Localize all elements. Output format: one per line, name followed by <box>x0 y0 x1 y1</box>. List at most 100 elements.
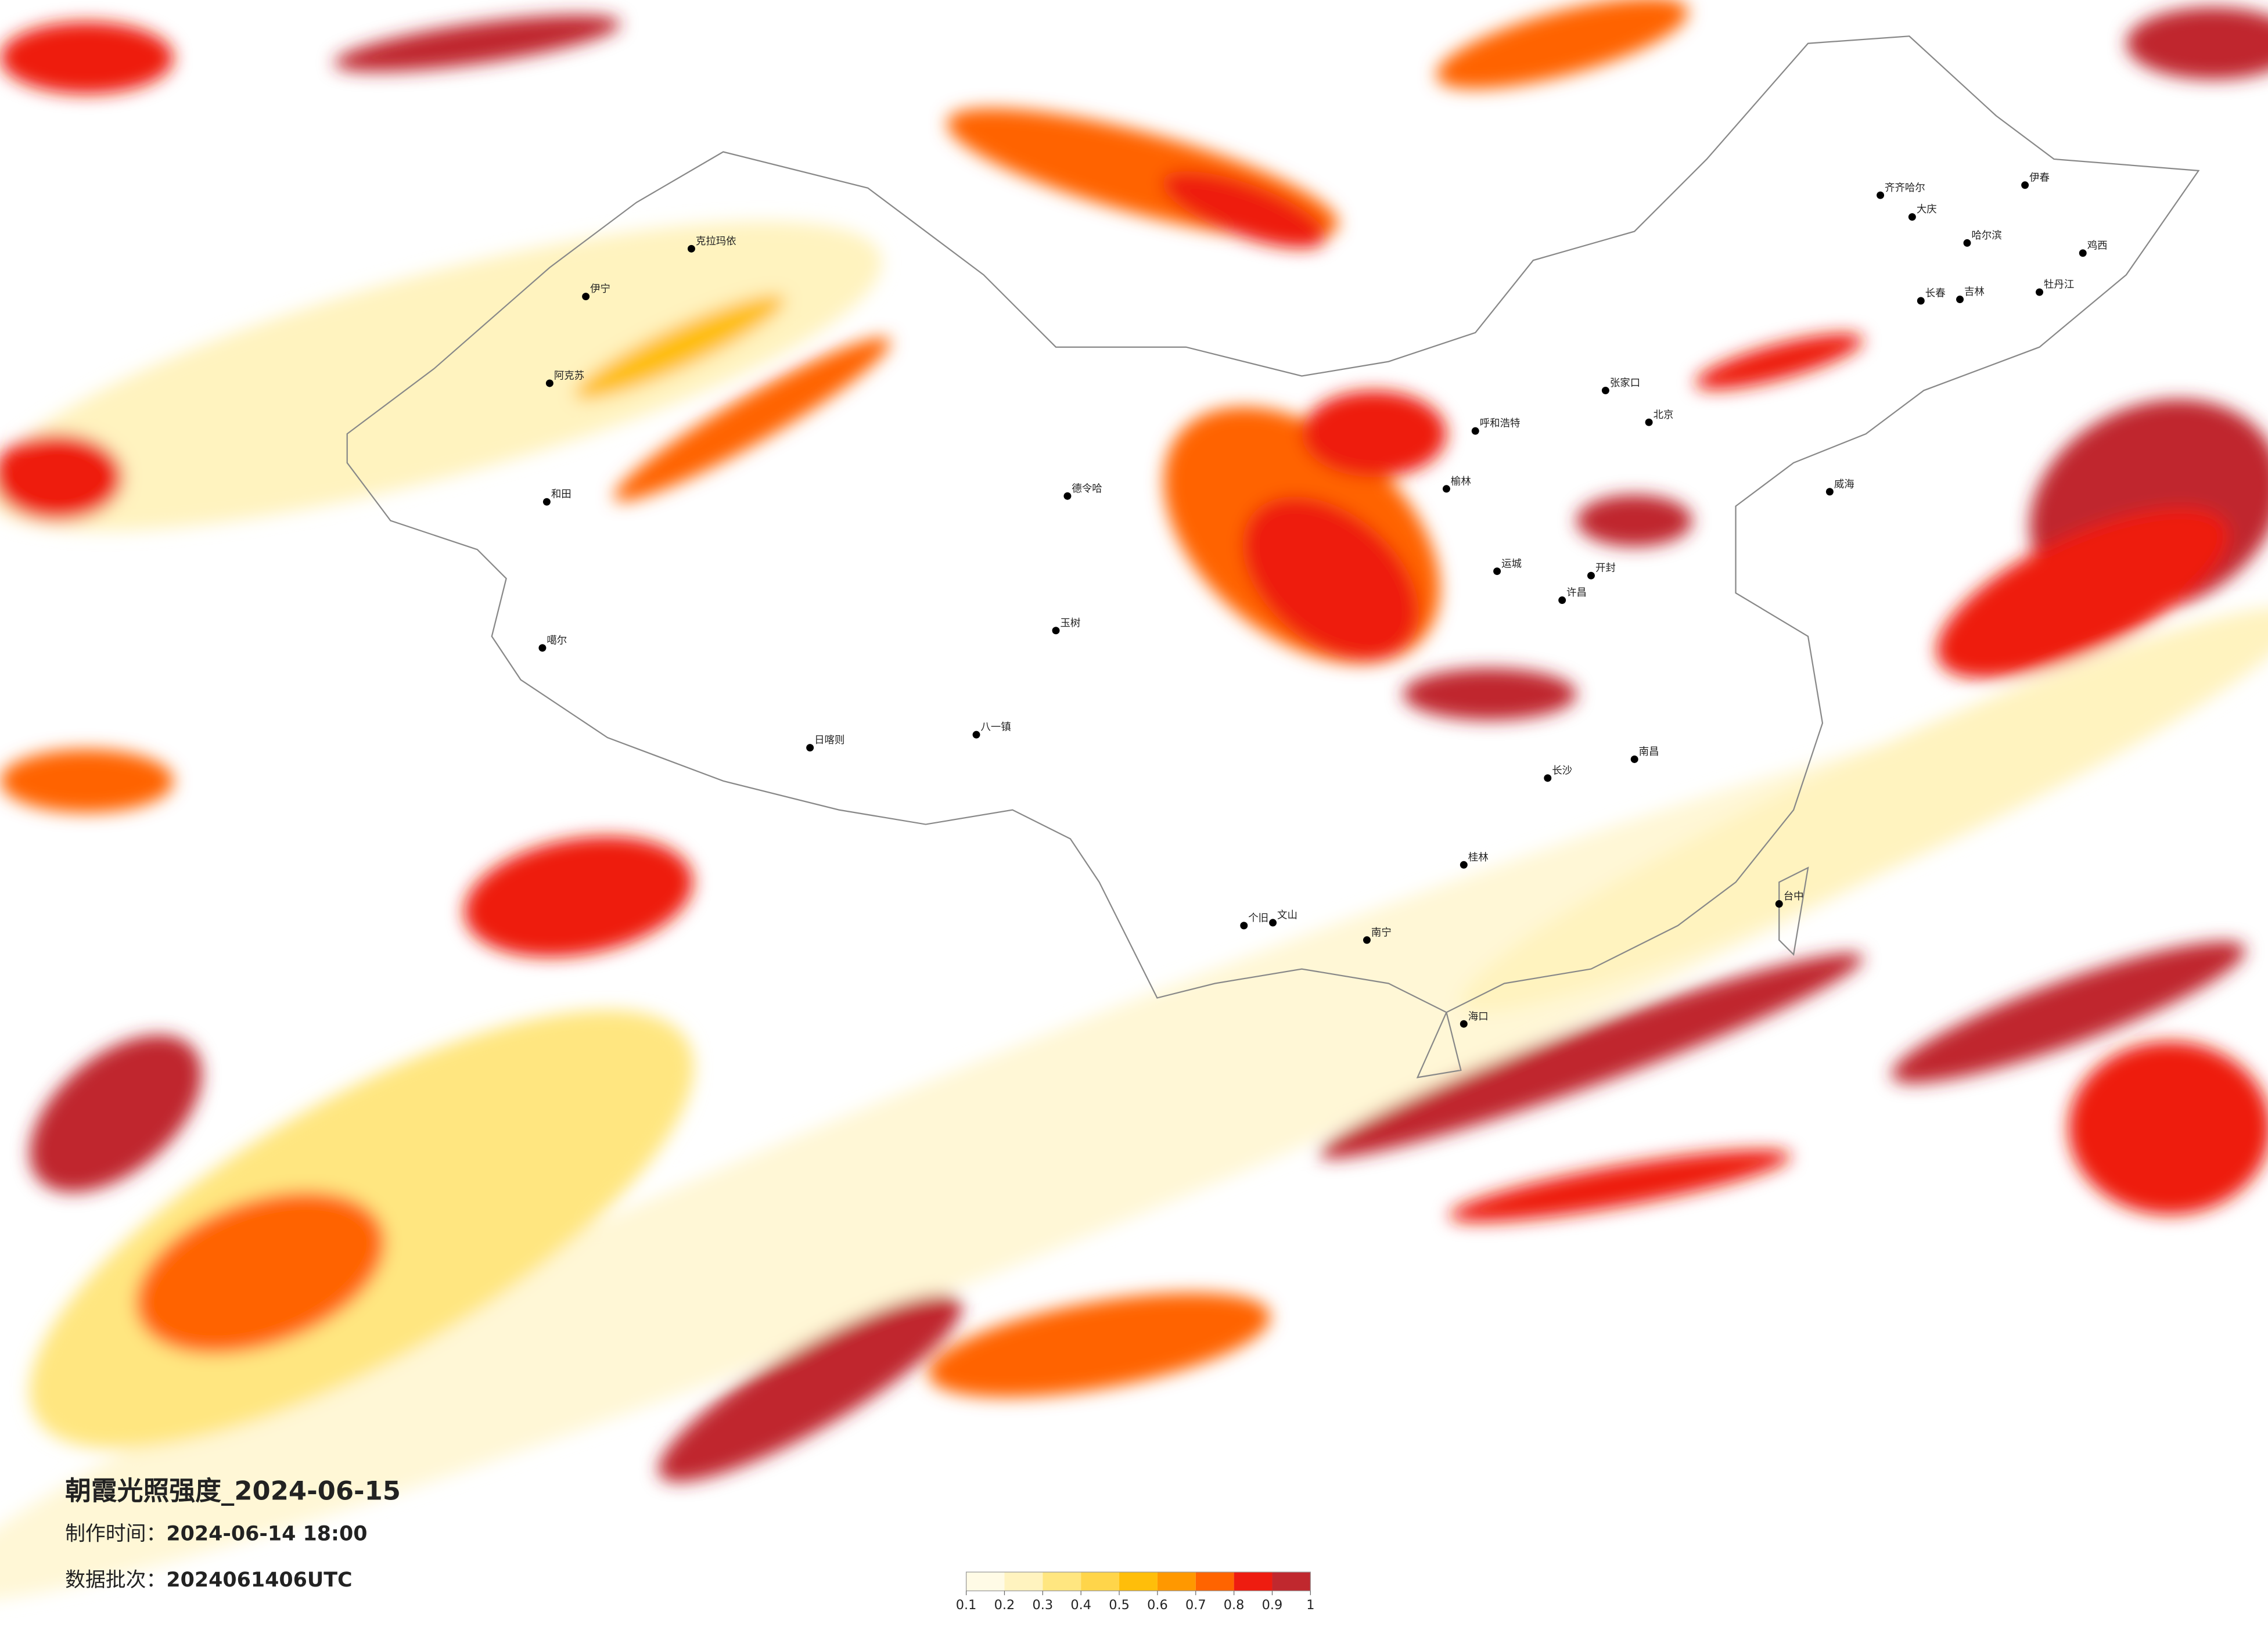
city-dot <box>1775 900 1783 908</box>
city-label: 吉林 <box>1964 286 1985 298</box>
produced: 制作时间：2024-06-14 18:00 <box>65 1522 367 1545</box>
city-label: 文山 <box>1277 909 1297 921</box>
legend-tick-label: 0.6 <box>1147 1598 1168 1613</box>
city-label: 呼和浩特 <box>1480 418 1521 430</box>
city-label: 北京 <box>1654 409 1674 421</box>
city-label: 鸡西 <box>2087 240 2108 251</box>
city-dot <box>1558 596 1566 605</box>
legend-tick-label: 1 <box>1306 1598 1314 1613</box>
city-dot <box>1240 922 1248 930</box>
legend-swatch <box>1119 1572 1158 1591</box>
city-label: 台中 <box>1784 891 1804 902</box>
city-dot <box>2021 181 2029 189</box>
city-dot <box>972 731 980 739</box>
city-dot <box>1063 492 1072 500</box>
legend-tick-label: 0.8 <box>1224 1598 1245 1613</box>
city-dot <box>1630 756 1638 763</box>
produced-value: 2024-06-14 18:00 <box>166 1522 367 1545</box>
city-dot <box>687 244 695 253</box>
city-dot <box>2036 288 2043 296</box>
produced-label: 制作时间： <box>65 1522 166 1545</box>
city-label: 噶尔 <box>547 635 567 646</box>
city-dot <box>1471 427 1479 435</box>
city-label: 大庆 <box>1917 204 1937 215</box>
city-label: 桂林 <box>1468 852 1489 864</box>
batch: 数据批次：2024061406UTC <box>65 1569 353 1592</box>
legend-swatch <box>1195 1572 1234 1591</box>
city-label: 运城 <box>1501 558 1522 570</box>
city-dot <box>538 644 547 652</box>
city-dot <box>1544 774 1552 782</box>
legend-tick-label: 0.1 <box>956 1598 977 1613</box>
city-dot <box>1645 418 1653 426</box>
border <box>1778 866 1809 956</box>
city-dot <box>1601 386 1609 394</box>
city-dot <box>1460 861 1468 869</box>
legend-tick-label: 0.4 <box>1070 1598 1091 1613</box>
city-dot <box>1917 297 1925 305</box>
city-dot <box>1269 919 1277 927</box>
legend-swatch <box>1234 1572 1273 1591</box>
city-dot <box>806 744 814 752</box>
city-dot <box>1493 567 1501 575</box>
city-label: 伊宁 <box>590 283 610 295</box>
legend-swatch <box>1272 1572 1311 1591</box>
city-dot <box>1908 213 1916 221</box>
legend-swatch <box>1081 1572 1120 1591</box>
city-label: 威海 <box>1834 479 1854 490</box>
legend-tick-label: 0.9 <box>1262 1598 1283 1613</box>
city-dot <box>1460 1020 1468 1028</box>
city-dot <box>542 498 551 506</box>
city-label: 南宁 <box>1371 927 1392 938</box>
legend-frame <box>965 1571 1311 1592</box>
legend-swatch <box>1004 1572 1043 1591</box>
city-dot <box>1442 485 1450 493</box>
city-dot <box>1052 627 1060 635</box>
city-label: 榆林 <box>1451 476 1471 487</box>
city-label: 日喀则 <box>814 735 844 746</box>
city-label: 个旧 <box>1248 912 1268 924</box>
city-label: 阿克苏 <box>554 370 584 382</box>
legend-tick-label: 0.7 <box>1185 1598 1206 1613</box>
city-label: 许昌 <box>1566 587 1587 599</box>
city-dot <box>1825 488 1834 496</box>
city-label: 克拉玛依 <box>696 236 736 247</box>
city-dot <box>1877 191 1885 199</box>
city-dot <box>1363 936 1371 944</box>
city-label: 齐齐哈尔 <box>1885 182 1925 194</box>
batch-value: 2024061406UTC <box>166 1569 352 1592</box>
city-label: 和田 <box>551 489 572 501</box>
city-dot <box>545 379 553 387</box>
city-label: 哈尔滨 <box>1971 230 2001 242</box>
legend-swatch <box>1043 1572 1081 1591</box>
city-label: 张家口 <box>1610 377 1640 389</box>
legend-tick-label: 0.3 <box>1033 1598 1054 1613</box>
legend-swatch <box>966 1572 1005 1591</box>
city-label: 伊春 <box>2029 172 2050 184</box>
city-label: 开封 <box>1595 563 1616 574</box>
legend-swatch <box>1157 1572 1196 1591</box>
legend: 0.1 0.2 0.3 0.4 0.5 0.6 0.7 0.8 0.9 1 <box>956 1571 1314 1613</box>
city-dot <box>2079 249 2087 257</box>
city-dot <box>1587 571 1595 580</box>
legend-tick-label: 0.2 <box>994 1598 1015 1613</box>
legend-tick-label: 0.5 <box>1109 1598 1130 1613</box>
city-label: 长春 <box>1925 288 1946 300</box>
city-label: 德令哈 <box>1072 483 1102 495</box>
city-dot <box>1963 239 1971 247</box>
title: 朝霞光照强度_2024-06-15 <box>65 1476 401 1506</box>
city-dot <box>1956 296 1964 303</box>
city-label: 玉树 <box>1060 617 1080 629</box>
city-label: 牡丹江 <box>2044 279 2074 291</box>
city-label: 南昌 <box>1639 746 1659 758</box>
city-label: 长沙 <box>1552 765 1572 776</box>
city-label: 八一镇 <box>981 722 1011 733</box>
batch-label: 数据批次： <box>65 1569 166 1592</box>
border <box>346 35 2200 1078</box>
city-dot <box>582 293 590 301</box>
city-label: 海口 <box>1468 1011 1489 1023</box>
